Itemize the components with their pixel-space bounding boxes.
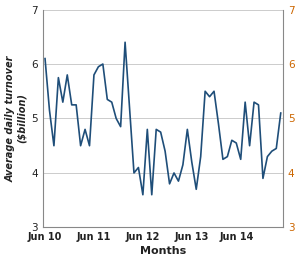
- X-axis label: Months: Months: [140, 247, 186, 256]
- Y-axis label: Average daily turnover
($billion): Average daily turnover ($billion): [6, 55, 27, 182]
